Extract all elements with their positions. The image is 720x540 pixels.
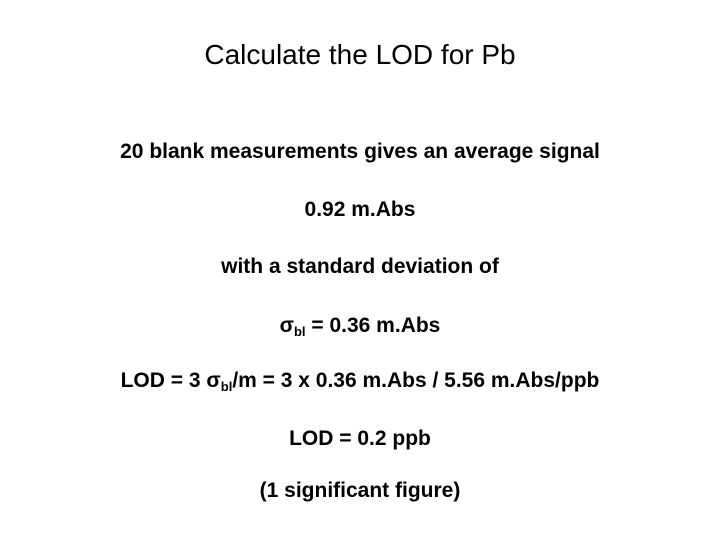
slide-title: Calculate the LOD for Pb	[204, 39, 516, 70]
sigma-equation: σbl = 0.36 m.Abs	[0, 314, 720, 339]
lod-result: LOD = 0.2 ppb	[289, 427, 431, 450]
lod-formula-prefix: LOD = 3 σ	[120, 369, 221, 392]
average-signal-value: 0.92 m.Abs	[304, 198, 416, 221]
blank-measurements-text: 20 blank measurements gives an average s…	[120, 140, 600, 163]
sigma-symbol: σ	[279, 314, 294, 337]
significant-figure-note: (1 significant figure)	[259, 479, 461, 502]
lod-formula-subscript: bl	[220, 379, 233, 394]
lod-formula: LOD = 3 σbl/m = 3 x 0.36 m.Abs / 5.56 m.…	[0, 369, 720, 394]
lod-formula-rest: /m = 3 x 0.36 m.Abs / 5.56 m.Abs/ppb	[232, 369, 600, 392]
sigma-subscript: bl	[293, 324, 306, 339]
sigma-value: = 0.36 m.Abs	[305, 314, 441, 337]
standard-deviation-intro: with a standard deviation of	[221, 255, 499, 278]
